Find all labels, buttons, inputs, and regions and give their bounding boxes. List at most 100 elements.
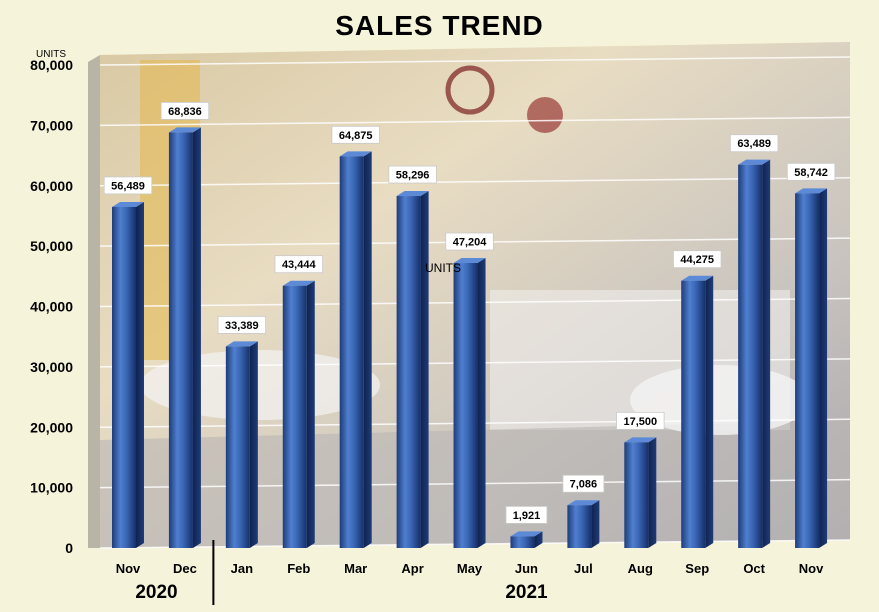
data-label: 33,389 <box>225 320 259 332</box>
x-tick-label: Feb <box>287 561 310 576</box>
bar-top <box>396 191 429 197</box>
y-tick-label: 30,000 <box>30 359 73 375</box>
backdrop-ornament <box>527 97 563 133</box>
bar-top <box>624 437 657 443</box>
data-label: 44,275 <box>680 254 714 266</box>
data-label-box <box>217 316 267 334</box>
bar <box>339 156 364 548</box>
chart-annotation: UNITS <box>425 261 461 275</box>
data-label: 43,444 <box>282 259 317 271</box>
bar-top <box>567 500 600 506</box>
y-tick-label: 20,000 <box>30 419 73 435</box>
x-tick-label: Oct <box>743 561 765 576</box>
year-group-label: 2020 <box>135 582 177 603</box>
x-tick-label: Jan <box>231 561 253 576</box>
bar-top <box>681 275 714 281</box>
data-label-box <box>786 162 836 181</box>
data-label: 68,836 <box>168 106 202 118</box>
bar-top <box>339 151 372 157</box>
y-tick-label: 80,000 <box>30 57 73 73</box>
data-label: 58,296 <box>396 170 430 182</box>
data-label-box <box>388 165 437 184</box>
data-label: 56,489 <box>111 180 145 192</box>
data-label-box <box>505 506 548 524</box>
year-group-label: 2021 <box>505 582 548 603</box>
x-tick-label: Mar <box>344 561 367 576</box>
chart-title: SALES TREND <box>335 10 544 41</box>
y-tick-label: 60,000 <box>30 178 73 194</box>
x-tick-label: May <box>457 561 483 576</box>
data-label-box <box>160 102 210 120</box>
bar <box>681 280 706 548</box>
data-label-box <box>331 125 380 144</box>
y-tick-label: 0 <box>65 540 73 556</box>
bar-side <box>363 151 372 548</box>
bar <box>225 346 250 548</box>
bar-top <box>112 201 144 207</box>
bar <box>510 536 535 548</box>
data-label-box <box>562 474 605 493</box>
bar-side <box>648 437 657 548</box>
data-label: 58,742 <box>794 167 828 179</box>
data-label: 7,086 <box>570 479 598 491</box>
data-labels: 56,489 68,836 33,389 43,444 64,875 58,296 47,2… <box>103 102 836 524</box>
y-axis-label: UNITS <box>36 49 66 60</box>
year-groups: 2020 2021 <box>135 540 548 605</box>
bar <box>453 263 478 548</box>
data-label: 47,204 <box>453 237 488 249</box>
data-label-box <box>274 255 323 274</box>
bar-side <box>136 201 144 548</box>
x-tick-label: Nov <box>799 561 824 576</box>
bar-side <box>477 258 486 548</box>
bar-top <box>282 280 315 286</box>
x-tick-label: Apr <box>401 561 423 576</box>
data-label: 1,921 <box>513 510 541 522</box>
bar-side <box>420 191 429 548</box>
data-label-box <box>673 250 722 269</box>
bar <box>624 442 649 548</box>
x-tick-label: Jun <box>515 561 538 576</box>
bar-side <box>192 127 201 548</box>
bar-top <box>738 159 771 165</box>
y-tick-label: 40,000 <box>30 299 73 315</box>
y-tick-label: 70,000 <box>30 117 73 133</box>
bar <box>795 193 820 549</box>
y-axis-ticks: 0 10,000 20,000 30,000 40,000 50,000 60,000 70,… <box>30 57 73 556</box>
x-tick-label: Jul <box>574 561 593 576</box>
gridline <box>99 56 851 66</box>
data-label-box <box>729 134 779 153</box>
bar <box>738 164 763 548</box>
bar-top <box>225 341 258 347</box>
backdrop-ornament <box>445 65 495 115</box>
data-label: 63,489 <box>737 138 771 150</box>
x-axis-categories: Nov Dec Jan Feb Mar Apr May Jun Jul Aug Sep Oct Nov <box>116 561 824 576</box>
bar-side <box>249 341 258 548</box>
axis-wall <box>88 55 100 548</box>
data-label: 17,500 <box>623 416 657 428</box>
bar-top <box>168 127 201 133</box>
x-tick-label: Nov <box>116 561 141 576</box>
bar <box>567 505 592 548</box>
bar-top <box>453 258 486 264</box>
bar <box>396 196 421 548</box>
bar <box>112 206 136 548</box>
bar-side <box>819 188 828 549</box>
data-label: 64,875 <box>339 130 373 142</box>
y-tick-label: 50,000 <box>30 238 73 254</box>
data-label-box <box>616 411 665 430</box>
bar-top <box>510 531 543 537</box>
bar-top <box>795 188 828 194</box>
x-tick-label: Aug <box>628 561 653 576</box>
bar-side <box>705 275 714 548</box>
gridline <box>99 177 851 187</box>
data-label-box <box>103 176 153 195</box>
bar-side <box>534 531 543 548</box>
bar <box>282 285 307 548</box>
y-tick-label: 10,000 <box>30 480 73 496</box>
bar-side <box>306 280 315 548</box>
bar-side <box>762 159 771 548</box>
bar-side <box>591 500 600 548</box>
gridline <box>99 116 851 127</box>
